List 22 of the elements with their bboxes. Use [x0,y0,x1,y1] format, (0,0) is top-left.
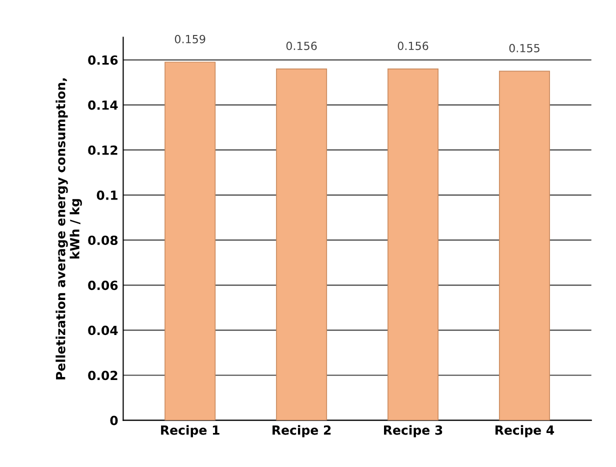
y-tick-label: 0.1 [96,190,118,200]
y-tick-label: 0 [110,416,118,426]
data-label: 0.155 [509,44,540,52]
bar [276,68,328,420]
y-tick-label: 0.04 [88,326,118,336]
bar [164,62,216,420]
y-tick-label: 0.08 [88,236,118,246]
y-tick-label: 0.16 [88,55,118,65]
y-tick-label: 0.06 [88,280,118,290]
x-tick-label: Recipe 3 [384,425,442,438]
bar [388,68,439,420]
x-tick-label: Recipe 2 [272,425,331,438]
x-tick-label: Recipe 1 [161,425,220,438]
y-tick-label: 0.14 [88,100,118,110]
y-tick-label: 0.12 [88,145,118,155]
bar [498,70,550,420]
data-label: 0.156 [398,42,428,50]
data-label: 0.156 [286,42,317,50]
y-tick-label: 0.02 [88,370,118,380]
data-label: 0.159 [174,34,206,44]
x-tick-label: Recipe 4 [495,425,554,438]
y-axis-title: Pelletization average energy consumption, kWh / kg [56,78,82,380]
